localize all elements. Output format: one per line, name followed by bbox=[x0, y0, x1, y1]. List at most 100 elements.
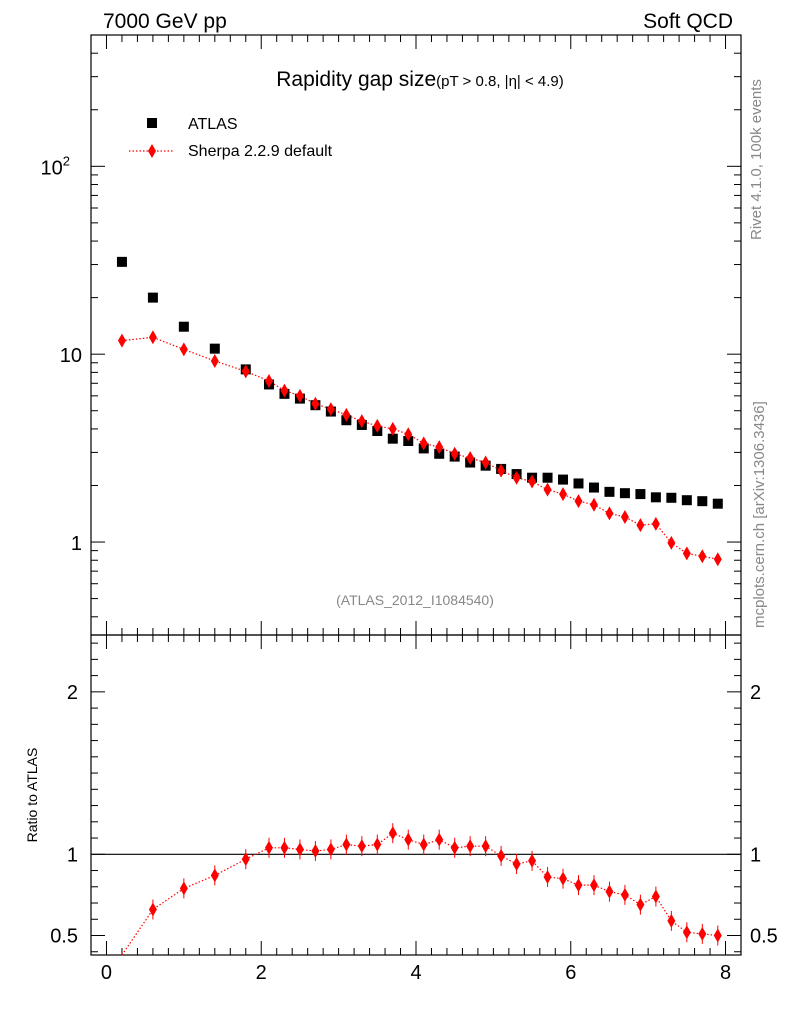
sherpa-data-point bbox=[528, 474, 537, 489]
ratio-data-point bbox=[419, 837, 428, 852]
plot-title-main: Rapidity gap size bbox=[276, 68, 436, 91]
sherpa-data-point bbox=[280, 383, 289, 398]
sherpa-data-point bbox=[179, 342, 188, 357]
sherpa-data-point bbox=[481, 455, 490, 470]
sherpa-data-point bbox=[620, 509, 629, 524]
ratio-data-point bbox=[636, 897, 645, 912]
ratio-data-point bbox=[713, 928, 722, 943]
ratio-data-point bbox=[241, 852, 250, 867]
y-tick-label: 10 bbox=[60, 345, 82, 367]
atlas-data-point bbox=[666, 492, 677, 503]
y-tick-label-exponent: 2 bbox=[63, 153, 70, 168]
sherpa-data-point bbox=[357, 414, 366, 429]
source-label: mcplots.cern.ch [arXiv:1306.3436] bbox=[751, 401, 768, 628]
ratio-ylabel: Ratio to ATLAS bbox=[24, 748, 40, 843]
atlas-data-point bbox=[573, 478, 584, 489]
atlas-data-point bbox=[712, 498, 723, 509]
sherpa-data-point bbox=[210, 353, 219, 368]
sherpa-data-point bbox=[450, 446, 459, 461]
main-data-marks bbox=[116, 256, 723, 567]
ratio-data-point bbox=[497, 848, 506, 863]
legend-atlas-marker bbox=[147, 118, 157, 128]
ratio-data-point bbox=[589, 878, 598, 893]
atlas-data-point bbox=[558, 474, 569, 485]
ratio-data-point bbox=[682, 925, 691, 940]
ratio-data-point bbox=[264, 840, 273, 855]
ratio-data-point bbox=[280, 840, 289, 855]
y-tick-label: 102 bbox=[41, 153, 70, 179]
atlas-data-point bbox=[635, 489, 646, 500]
ratio-data-point bbox=[388, 826, 397, 841]
atlas-data-point bbox=[697, 496, 708, 507]
sherpa-data-point bbox=[667, 535, 676, 550]
atlas-data-point bbox=[147, 292, 158, 303]
ratio-data-point bbox=[295, 842, 304, 857]
atlas-data-point bbox=[209, 343, 220, 354]
sherpa-data-point bbox=[605, 506, 614, 521]
ratio-data-point bbox=[373, 837, 382, 852]
sherpa-data-point bbox=[435, 440, 444, 455]
sherpa-data-point bbox=[698, 549, 707, 564]
ratio-data-point bbox=[481, 839, 490, 854]
x-tick-label: 8 bbox=[720, 962, 731, 984]
legend: ATLAS Sherpa 2.2.9 default bbox=[129, 116, 333, 160]
header-energy: 7000 GeV pp bbox=[103, 10, 227, 33]
atlas-data-point bbox=[588, 482, 599, 493]
ratio-y-tick-label-left: 0.5 bbox=[50, 926, 78, 948]
ratio-data-point bbox=[620, 887, 629, 902]
sherpa-data-point bbox=[388, 421, 397, 436]
sherpa-data-point bbox=[311, 396, 320, 411]
ratio-data-point bbox=[574, 878, 583, 893]
ratio-data-point bbox=[528, 853, 537, 868]
sherpa-data-point bbox=[326, 402, 335, 417]
analysis-id: (ATLAS_2012_I1084540) bbox=[336, 592, 494, 608]
plot-title: Rapidity gap size(pT > 0.8, |η| < 4.9) bbox=[276, 68, 564, 91]
sherpa-data-point bbox=[497, 463, 506, 478]
sherpa-data-point bbox=[651, 516, 660, 531]
ratio-data-point bbox=[559, 871, 568, 886]
sherpa-data-point bbox=[589, 497, 598, 512]
ratio-data-point bbox=[342, 837, 351, 852]
ratio-data-point bbox=[450, 840, 459, 855]
sherpa-data-point bbox=[559, 487, 568, 502]
ratio-y-tick-label-left: 2 bbox=[67, 682, 78, 704]
ratio-data-point bbox=[543, 870, 552, 885]
ratio-y-tick-label-right: 1 bbox=[750, 844, 761, 866]
ratio-axes: 0 2 4 6 8 0.5 0.5 1 1 2 2 bbox=[50, 635, 778, 984]
ratio-data-point bbox=[466, 839, 475, 854]
ratio-data-point bbox=[605, 884, 614, 899]
ratio-data-point bbox=[667, 913, 676, 928]
atlas-data-point bbox=[681, 495, 692, 506]
legend-sherpa-marker bbox=[148, 144, 156, 158]
main-axes: 1 10 102 bbox=[41, 34, 741, 635]
sherpa-data-point bbox=[512, 470, 521, 485]
sherpa-data-point bbox=[404, 427, 413, 442]
sherpa-data-point bbox=[295, 388, 304, 403]
ratio-data-point bbox=[210, 868, 219, 883]
legend-sherpa-label: Sherpa 2.2.9 default bbox=[188, 143, 333, 160]
x-tick-label: 4 bbox=[410, 962, 421, 984]
atlas-data-point bbox=[619, 488, 630, 499]
ratio-data-point bbox=[404, 832, 413, 847]
atlas-data-point bbox=[542, 472, 553, 483]
plot-title-cuts: (pT > 0.8, |η| < 4.9) bbox=[436, 73, 564, 90]
sherpa-data-point bbox=[148, 330, 157, 345]
ratio-data-point bbox=[179, 881, 188, 896]
legend-atlas-label: ATLAS bbox=[188, 116, 238, 133]
atlas-data-point bbox=[178, 321, 189, 332]
sherpa-data-point bbox=[117, 333, 126, 348]
sherpa-data-point bbox=[682, 546, 691, 561]
sherpa-data-point bbox=[466, 451, 475, 466]
x-tick-label: 6 bbox=[565, 962, 576, 984]
sherpa-data-point bbox=[574, 494, 583, 509]
ratio-data-point bbox=[698, 926, 707, 941]
ratio-data-point bbox=[148, 902, 157, 917]
sherpa-data-point bbox=[342, 407, 351, 422]
ratio-data-point bbox=[357, 839, 366, 854]
sherpa-data-point bbox=[419, 436, 428, 451]
ratio-data-point bbox=[326, 842, 335, 857]
header-category: Soft QCD bbox=[643, 10, 733, 33]
atlas-data-point bbox=[116, 256, 127, 267]
sherpa-data-point bbox=[636, 518, 645, 533]
